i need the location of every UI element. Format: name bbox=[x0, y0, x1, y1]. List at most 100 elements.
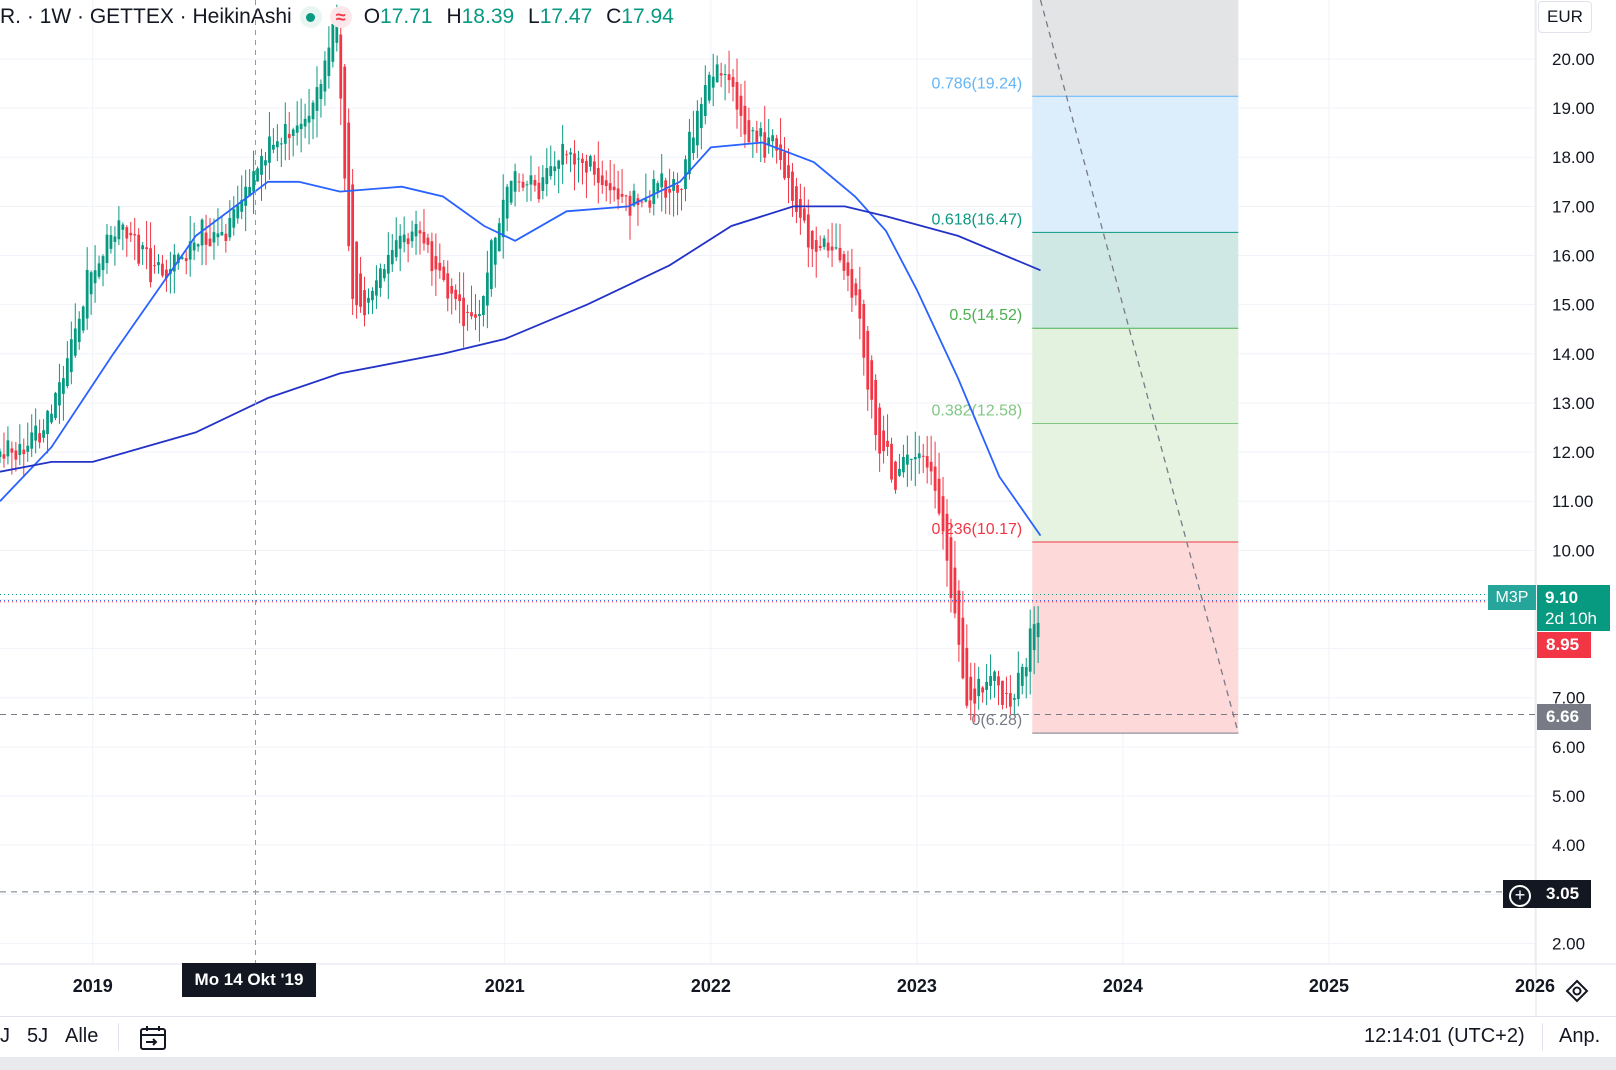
candle-body bbox=[977, 678, 981, 697]
candle-body bbox=[731, 77, 735, 87]
candle-body bbox=[414, 224, 418, 237]
candle-body bbox=[105, 234, 109, 264]
candle-body bbox=[1001, 680, 1004, 705]
candle-body bbox=[50, 413, 53, 423]
candle-body bbox=[244, 186, 248, 206]
symbol-label[interactable]: R. · 1W · GETTEX · HeikinAshi bbox=[0, 5, 292, 28]
candle-body bbox=[707, 74, 711, 101]
candle-body bbox=[791, 171, 794, 201]
currency-button[interactable]: EUR bbox=[1538, 1, 1592, 33]
candle-body bbox=[993, 671, 996, 681]
candle-body bbox=[676, 184, 679, 193]
candle-body bbox=[200, 219, 204, 246]
currency-label: EUR bbox=[1547, 7, 1583, 26]
moving-average-line bbox=[0, 141, 1042, 537]
toolbar-divider bbox=[118, 1023, 119, 1051]
crosshair-add-button[interactable]: + bbox=[1503, 880, 1537, 908]
price-tick-label: 18.00 bbox=[1552, 148, 1595, 167]
candle-body bbox=[509, 180, 513, 203]
candle-body bbox=[0, 451, 2, 457]
candle-body bbox=[973, 688, 977, 704]
candle-body bbox=[1024, 667, 1028, 677]
candle-body bbox=[838, 247, 842, 261]
candle-body bbox=[331, 23, 335, 62]
bottom-toolbar: J 5J Alle 12:14:01 (UTC+2) Anp. bbox=[0, 1016, 1616, 1057]
candle-body bbox=[719, 73, 723, 76]
fib-zone bbox=[1032, 423, 1239, 542]
candle-body bbox=[648, 200, 652, 208]
price-chart[interactable]: 0(6.28) 0.236(10.17) 0.382(12.58) 0.5(14.52… bbox=[0, 0, 1616, 1016]
candle-body bbox=[949, 537, 953, 599]
market-status-icon[interactable] bbox=[299, 6, 322, 28]
candle-body bbox=[363, 290, 366, 316]
crosshair-date-label: Mo 14 Okt '19 bbox=[182, 963, 316, 997]
fib-level-label: 0.618(16.47) bbox=[932, 211, 1023, 228]
candle-body bbox=[58, 382, 61, 406]
candle-body bbox=[73, 328, 77, 356]
candle-body bbox=[339, 34, 343, 99]
candle-body bbox=[541, 177, 545, 191]
crosshair-price-value: 3.05 bbox=[1546, 884, 1580, 903]
price-tick-label: 5.00 bbox=[1552, 787, 1585, 806]
candle-body bbox=[624, 195, 628, 197]
range-1y[interactable]: J bbox=[0, 1025, 10, 1047]
candle-body bbox=[430, 241, 434, 272]
candle-body bbox=[814, 240, 818, 252]
candle-body bbox=[422, 231, 426, 244]
candle-body bbox=[699, 103, 703, 129]
candle-body bbox=[279, 143, 283, 145]
candle-body bbox=[149, 248, 152, 283]
candle-body bbox=[355, 241, 358, 306]
candle-body bbox=[256, 168, 259, 182]
candle-body bbox=[779, 144, 782, 161]
candle-body bbox=[46, 410, 49, 435]
candle-body bbox=[612, 186, 616, 191]
candle-body bbox=[228, 217, 232, 238]
fib-level-label: 0.236(10.17) bbox=[932, 521, 1023, 538]
candle-body bbox=[93, 270, 97, 284]
candle-body bbox=[565, 154, 568, 156]
candle-body bbox=[212, 232, 216, 243]
candle-body bbox=[165, 269, 168, 279]
candle-body bbox=[347, 122, 351, 247]
candle-body bbox=[418, 230, 422, 234]
candle-body bbox=[97, 263, 101, 277]
candle-body bbox=[367, 297, 370, 303]
candle-body bbox=[466, 311, 469, 313]
candle-body bbox=[153, 265, 156, 267]
candle-body bbox=[545, 168, 549, 185]
fib-zero-value: 6.66 bbox=[1546, 707, 1580, 726]
candle-body bbox=[929, 461, 933, 472]
candle-body bbox=[640, 201, 644, 203]
candle-body bbox=[588, 156, 592, 167]
close-value: 17.94 bbox=[621, 5, 674, 28]
open-value: 17.71 bbox=[380, 5, 433, 28]
candle-body bbox=[319, 83, 323, 100]
candle-body bbox=[561, 143, 565, 165]
price-tick-label: 4.00 bbox=[1552, 836, 1585, 855]
price-tick-label: 17.00 bbox=[1552, 197, 1595, 216]
range-all[interactable]: Alle bbox=[65, 1025, 99, 1047]
last-price-value: 9.10 bbox=[1545, 588, 1579, 607]
crosshair-date-text: Mo 14 Okt '19 bbox=[194, 970, 304, 989]
delayed-data-icon[interactable]: ≈ bbox=[329, 6, 352, 28]
candle-body bbox=[184, 258, 188, 262]
candle-body bbox=[394, 240, 398, 258]
candle-body bbox=[450, 285, 454, 294]
time-tick-label: 2026 bbox=[1515, 976, 1555, 996]
candle-body bbox=[620, 193, 624, 197]
candle-body bbox=[925, 456, 929, 468]
range-5y[interactable]: 5J bbox=[27, 1025, 49, 1047]
calendar-goto-icon[interactable] bbox=[138, 1024, 168, 1058]
candle-body bbox=[458, 294, 462, 302]
candle-body bbox=[1028, 628, 1032, 672]
candle-body bbox=[846, 262, 850, 276]
toolbar-divider-right bbox=[1542, 1023, 1543, 1051]
adjust-button[interactable]: Anp. bbox=[1559, 1025, 1601, 1047]
auto-scale-settings-button[interactable] bbox=[1560, 974, 1594, 1008]
clock-timezone[interactable]: 12:14:01 (UTC+2) bbox=[1364, 1025, 1525, 1047]
candle-body bbox=[684, 159, 687, 190]
time-tick-label: 2022 bbox=[691, 976, 731, 996]
candle-body bbox=[1009, 693, 1012, 707]
candle-body bbox=[85, 269, 89, 319]
